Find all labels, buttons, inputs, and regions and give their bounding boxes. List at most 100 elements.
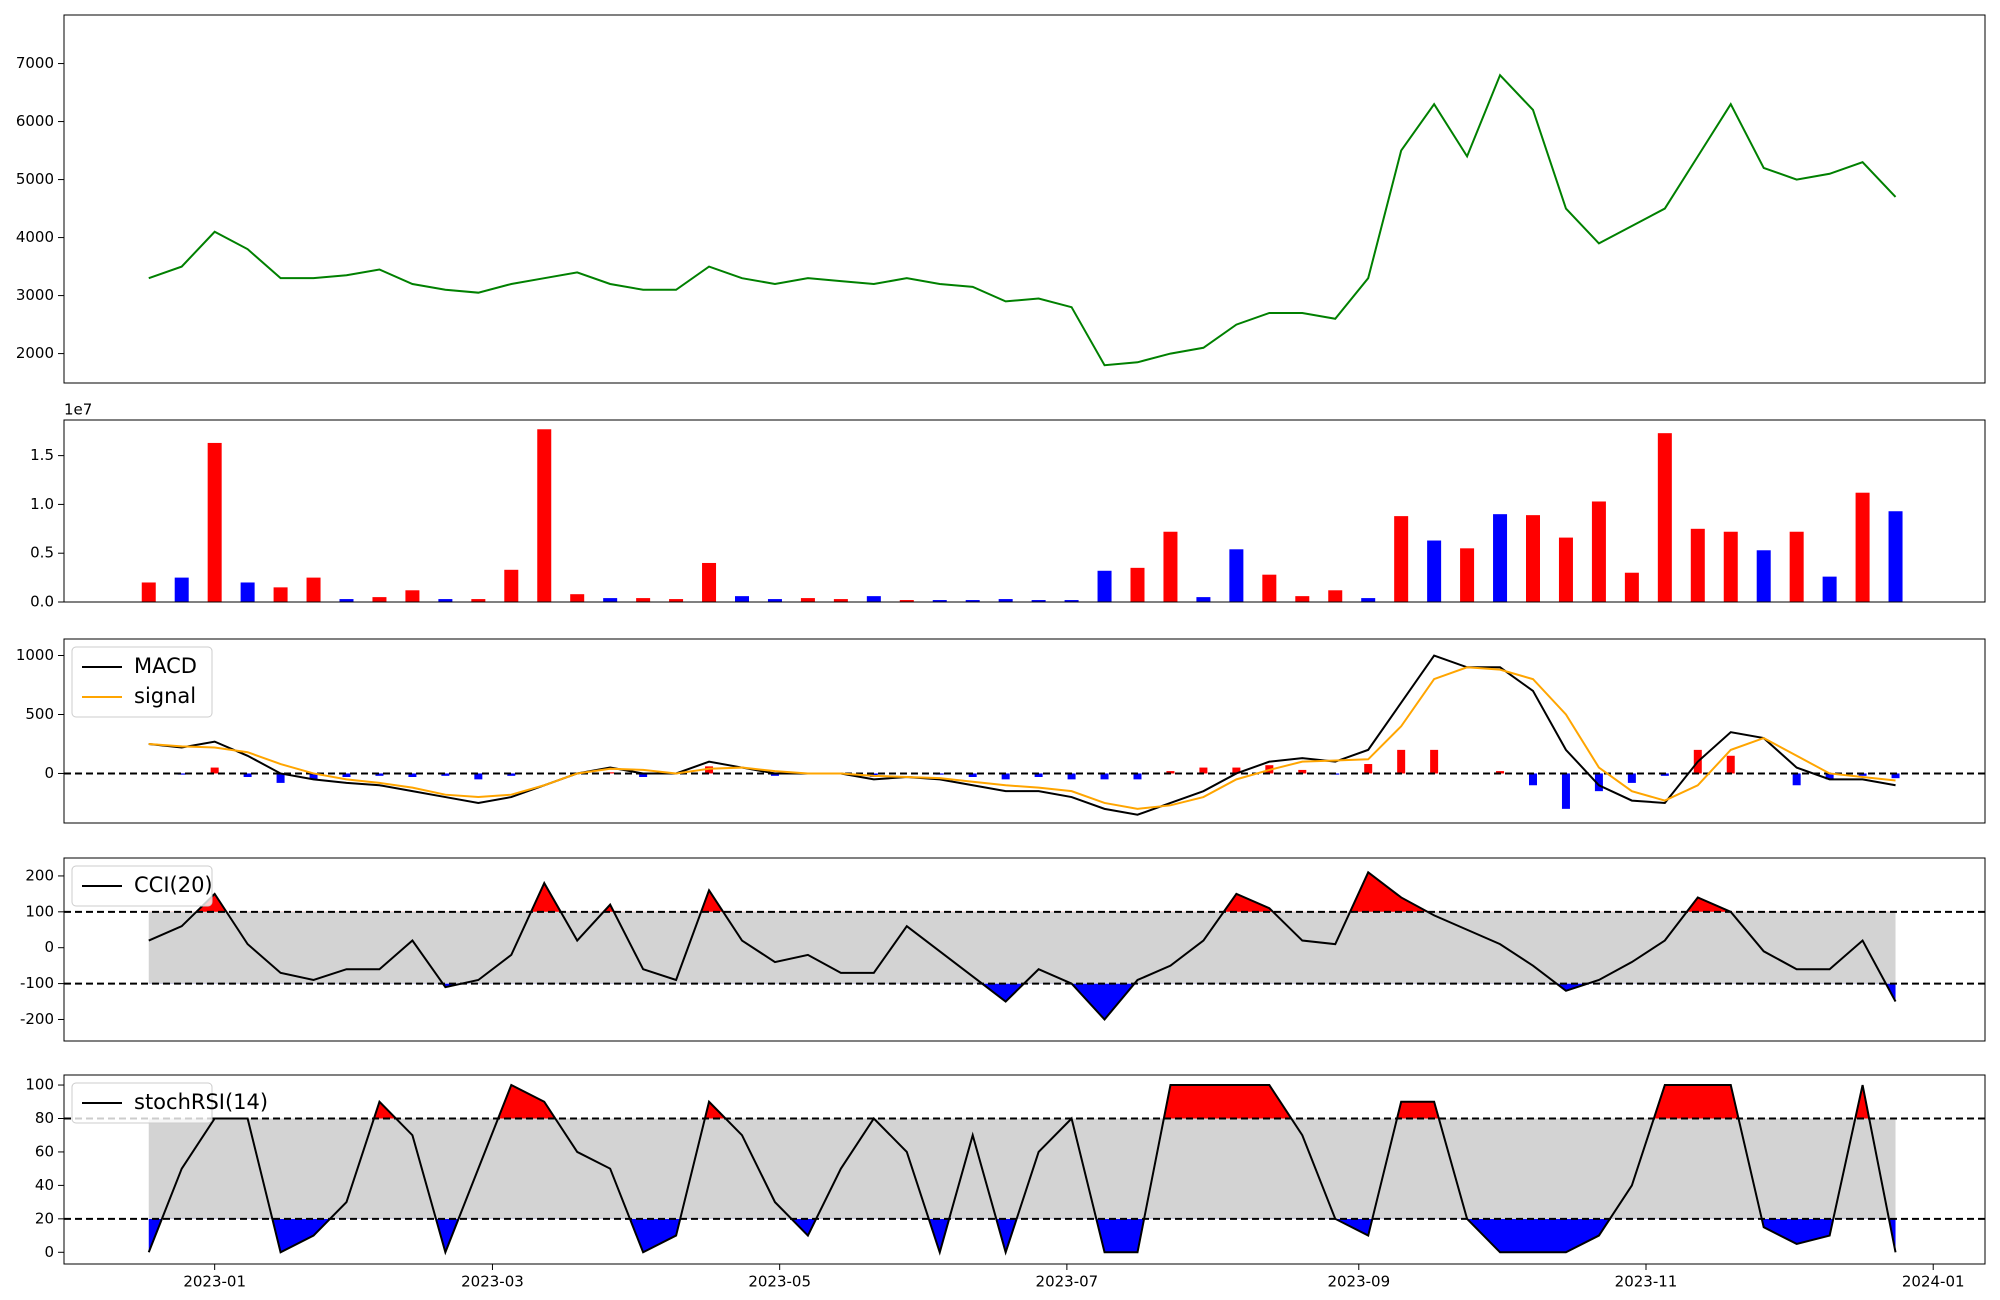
band-fill bbox=[148, 911, 1896, 984]
volume-bar bbox=[405, 590, 420, 602]
volume-bar bbox=[1229, 549, 1244, 602]
volume-bar bbox=[1526, 515, 1540, 602]
histogram-bar bbox=[507, 773, 516, 776]
panel: 0 20 40 60 80 100 2023-01 2023-03 2023-05 2023-07… bbox=[25, 1074, 1986, 1291]
volume-bar bbox=[1031, 600, 1046, 602]
offset-label: 1e7 bbox=[64, 401, 92, 419]
volume-bar bbox=[1723, 531, 1738, 602]
volume-bar bbox=[1097, 570, 1112, 602]
volume-bar bbox=[372, 597, 387, 602]
volume-bar bbox=[603, 598, 618, 602]
volume-bar bbox=[207, 442, 222, 602]
y-tick-label: 6000 bbox=[16, 112, 54, 130]
histogram-bar bbox=[1594, 773, 1603, 792]
x-tick-label: 2023-01 bbox=[183, 1273, 246, 1291]
volume-bar bbox=[1196, 597, 1211, 602]
axes-frame bbox=[63, 419, 1986, 603]
volume-bar bbox=[1756, 550, 1771, 602]
volume-bar bbox=[339, 599, 354, 602]
volume-bar bbox=[438, 599, 453, 602]
histogram-bar bbox=[1561, 773, 1570, 809]
y-tick-label: 3000 bbox=[16, 286, 54, 304]
panel: -200 -100 0 100 200 CCI(20) bbox=[20, 857, 1986, 1042]
y-tick-label: 5000 bbox=[16, 170, 54, 188]
volume-bar bbox=[1427, 540, 1442, 602]
histogram-bar bbox=[1034, 773, 1043, 777]
y-tick-label: 100 bbox=[25, 902, 54, 920]
y-tick-label: 40 bbox=[35, 1176, 54, 1194]
x-tick-label: 2024-01 bbox=[1902, 1273, 1965, 1291]
volume-bar bbox=[1690, 528, 1705, 602]
x-tick-label: 2023-03 bbox=[461, 1273, 524, 1291]
volume-bar bbox=[702, 562, 717, 602]
legend-label: stochRSI(14) bbox=[134, 1090, 268, 1114]
legend-label: signal bbox=[134, 684, 196, 708]
histogram-bar bbox=[639, 773, 648, 777]
histogram-bar bbox=[1397, 749, 1406, 774]
volume-bar bbox=[1262, 574, 1277, 602]
volume-bar bbox=[866, 596, 881, 602]
histogram-bar bbox=[1001, 773, 1010, 780]
volume-bar bbox=[899, 600, 914, 602]
histogram-bar bbox=[1133, 773, 1142, 780]
y-tick-label: 80 bbox=[35, 1109, 54, 1127]
volume-bar bbox=[800, 598, 815, 602]
histogram-bar bbox=[210, 767, 219, 774]
y-tick-label: 60 bbox=[35, 1142, 54, 1160]
histogram-bar bbox=[1232, 767, 1241, 774]
volume-bar bbox=[1361, 598, 1376, 602]
histogram-bar bbox=[1199, 767, 1208, 774]
below-fill bbox=[148, 1218, 1896, 1253]
axes-frame bbox=[63, 638, 1986, 824]
y-tick-label: 1.0 bbox=[30, 495, 54, 513]
y-tick-label: 0 bbox=[44, 1243, 54, 1261]
volume-bar bbox=[570, 594, 585, 602]
volume-bar bbox=[1624, 572, 1639, 602]
volume-bar bbox=[932, 600, 947, 602]
histogram-bar bbox=[243, 773, 252, 777]
plot-area bbox=[148, 73, 1897, 367]
volume-bar bbox=[965, 600, 980, 602]
histogram-bar bbox=[1858, 773, 1867, 776]
volume-bar bbox=[273, 587, 288, 602]
y-tick-label: -200 bbox=[20, 1010, 54, 1028]
y-tick-label: 4000 bbox=[16, 228, 54, 246]
histogram-bar bbox=[1364, 764, 1373, 774]
volume-bar bbox=[174, 577, 189, 602]
legend-label: CCI(20) bbox=[134, 873, 213, 897]
histogram-bar bbox=[1660, 773, 1669, 776]
y-tick-label: 0 bbox=[44, 764, 54, 782]
volume-bar bbox=[1064, 600, 1079, 602]
legend-box bbox=[71, 865, 213, 907]
histogram-bar bbox=[1825, 773, 1834, 780]
histogram-bar bbox=[342, 773, 351, 777]
volume-bar bbox=[1822, 576, 1837, 602]
volume-bar bbox=[1657, 433, 1672, 602]
histogram-bar bbox=[1430, 749, 1439, 774]
volume-bar bbox=[1591, 501, 1606, 602]
volume-bar bbox=[306, 577, 321, 602]
y-tick-label: 20 bbox=[35, 1209, 54, 1227]
legend-box bbox=[71, 646, 213, 718]
plot-area bbox=[141, 429, 1903, 602]
histogram-bar bbox=[474, 773, 483, 780]
y-tick-label: 7000 bbox=[16, 54, 54, 72]
histogram-bar bbox=[1726, 755, 1735, 774]
axes-frame bbox=[63, 857, 1986, 1042]
panel: 0.0 0.5 1.0 1.5 1e7 bbox=[30, 401, 1986, 611]
volume-bar bbox=[833, 599, 848, 602]
volume-bar bbox=[240, 582, 255, 602]
histogram-bar bbox=[408, 773, 417, 777]
histogram-bar bbox=[1067, 773, 1076, 780]
volume-bar bbox=[767, 599, 782, 602]
histogram-bar bbox=[276, 773, 285, 783]
histogram-bar bbox=[968, 773, 977, 777]
legend-label: MACD bbox=[134, 654, 197, 678]
volume-bar bbox=[1558, 537, 1573, 602]
volume-bar bbox=[1888, 511, 1903, 602]
y-tick-label: 2000 bbox=[16, 344, 54, 362]
plot-area bbox=[64, 654, 1985, 816]
volume-bar bbox=[141, 582, 156, 602]
volume-bar bbox=[1163, 531, 1178, 602]
y-tick-label: 0.0 bbox=[30, 593, 54, 611]
